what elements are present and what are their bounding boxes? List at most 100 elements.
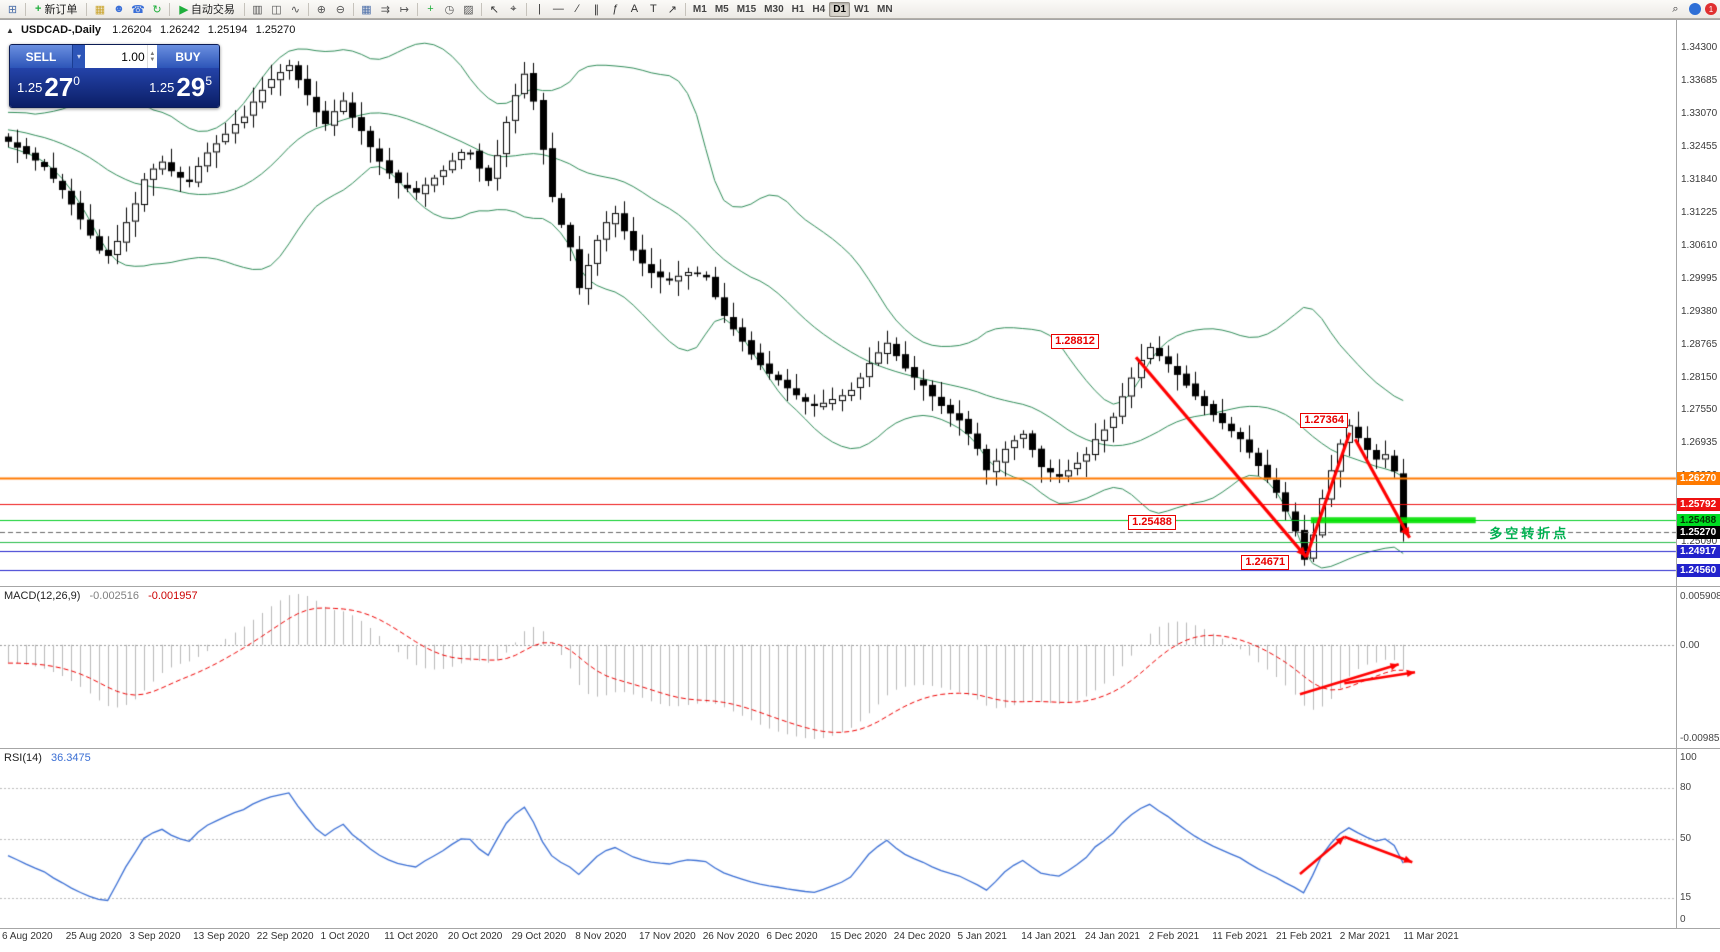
order-type-dropdown-icon[interactable]: ▾ [72,45,85,68]
timeframe-mn[interactable]: MN [877,3,893,15]
macd-panel[interactable] [0,589,1676,746]
date-label: 11 Mar 2021 [1403,931,1459,942]
date-label: 3 Sep 2020 [129,931,181,942]
date-label: 11 Oct 2020 [384,931,438,942]
annotation-price-box[interactable]: 1.27364 [1300,412,1348,428]
toolbar-separator [307,2,309,16]
macd-name: MACD(12,26,9) [4,590,81,602]
annotation-price-box[interactable]: 1.28812 [1051,334,1099,350]
timeframe-m5[interactable]: M5 [714,3,729,15]
trendline-icon[interactable]: ∕ [576,3,579,15]
date-label: 20 Oct 2020 [447,931,503,942]
bar-chart-icon[interactable]: ▥ [252,3,263,16]
tile-windows-icon[interactable]: ▦ [361,3,372,16]
sell-price-pips: 27 [44,72,74,102]
rsi-value: 36.3475 [50,752,91,764]
toolbar-separator [25,2,26,16]
toolbar-separator [352,2,354,16]
crosshair-icon[interactable]: ⌖ [510,2,517,15]
buy-price-quote[interactable]: 1.25 29 5 [149,69,212,106]
label-icon[interactable]: T [650,3,657,15]
current-price-tag: 1.25270 [1677,525,1720,539]
sell-button[interactable]: SELL [10,45,72,68]
rsi-label: RSI(14) 36.3475 [4,752,91,764]
toolbar-separator [243,2,245,16]
horizontal-line-icon[interactable]: — [552,3,564,15]
line-chart-icon[interactable]: ∿ [290,3,301,16]
date-label: 26 Nov 2020 [702,931,760,942]
sell-price-point: 0 [73,74,80,88]
volume-up-icon[interactable]: ▲ [149,50,156,57]
terminal-icon[interactable]: ⊞ [7,3,18,16]
channel-icon[interactable]: ∥ [593,3,600,16]
chart-window-icon[interactable]: ▦ [94,3,106,16]
main-chart-area[interactable] [0,20,1676,586]
community-icon[interactable] [1689,3,1701,15]
new-order-button[interactable]: + 新订单 [29,1,83,18]
date-label: 24 Dec 2020 [893,931,951,942]
buy-button[interactable]: BUY [157,45,219,68]
timeframe-h1[interactable]: H1 [791,3,805,15]
price-tag-1.24560: 1.24560 [1677,563,1720,577]
toolbar-separator [86,2,88,16]
timeframe-w1[interactable]: W1 [854,3,870,15]
vertical-line-icon[interactable]: | [537,3,541,15]
periods-icon[interactable]: ◷ [444,3,455,16]
buy-price-point: 5 [205,74,212,88]
one-click-trading-panel: SELL ▾ ▲ ▼ BUY 1.25 27 0 1.25 29 5 [9,44,220,108]
rsi-panel[interactable] [0,750,1676,927]
date-label: 11 Feb 2021 [1212,931,1268,942]
autotrading-button-icon: ▶ [179,3,188,16]
templates-icon[interactable]: ▨ [463,3,474,16]
ohlc-close: 1.25270 [255,24,296,36]
shapes-icon[interactable]: ↗ [667,3,678,16]
price-axis-label: 1.31225 [1681,206,1718,218]
zoom-out-icon[interactable]: ⊖ [335,3,346,16]
rsi-splitter[interactable] [0,748,1720,749]
macd-axis-zero: 0.00 [1680,640,1700,651]
search-icon[interactable]: ⌕ [1672,2,1679,15]
indicators-icon[interactable]: + [427,3,434,15]
autotrading-button[interactable]: ▶ 自动交易 [173,1,240,18]
cursor-icon[interactable]: ↖ [489,3,500,16]
date-label: 14 Jan 2021 [1021,931,1077,942]
date-label: 15 Dec 2020 [830,931,887,942]
timeframe-m1[interactable]: M1 [692,3,707,15]
timeframe-m15[interactable]: M15 [736,3,757,15]
timeframe-d1[interactable]: D1 [829,1,851,17]
date-label: 22 Sep 2020 [256,931,314,942]
turning-point-note[interactable]: 多空转折点 [1489,526,1570,542]
notification-badge[interactable]: 1 [1705,3,1717,15]
date-label: 13 Sep 2020 [193,931,250,942]
price-axis-label: 1.29995 [1681,272,1718,284]
sell-price-quote[interactable]: 1.25 27 0 [17,69,80,106]
rsi-axis-top: 100 [1680,752,1697,763]
buy-price-major: 1.25 [149,80,175,95]
rsi-axis-level-50: 50 [1680,833,1692,844]
profile-icon[interactable]: ☻ [113,3,125,15]
price-axis-label: 1.31840 [1681,173,1718,185]
fibonacci-icon[interactable]: ƒ [612,3,619,15]
refresh-icon[interactable]: ↻ [152,3,162,16]
phone-trading-icon[interactable]: ☎ [131,3,145,16]
volume-down-icon[interactable]: ▼ [149,56,156,63]
date-label: 6 Dec 2020 [766,931,818,942]
candlestick-chart-icon[interactable]: ◫ [271,3,282,16]
volume-field: ▲ ▼ [85,45,157,68]
zoom-in-icon[interactable]: ⊕ [316,3,327,16]
price-scale-separator [1676,20,1677,928]
trade-panel-toggle-icon[interactable]: ▲ [6,26,14,35]
annotation-price-box[interactable]: 1.25488 [1128,514,1176,530]
chart-shift-icon[interactable]: ↦ [399,3,410,16]
annotation-price-box[interactable]: 1.24671 [1241,555,1290,571]
auto-scroll-icon[interactable]: ⇉ [380,3,391,16]
volume-input[interactable] [85,45,147,68]
date-label: 17 Nov 2020 [639,931,696,942]
text-icon[interactable]: A [630,3,639,15]
timeframe-m30[interactable]: M30 [764,3,784,15]
macd-splitter[interactable] [0,586,1720,587]
macd-label: MACD(12,26,9) -0.002516 -0.001957 [4,590,198,602]
timeframe-h4[interactable]: H4 [812,3,826,15]
autotrading-button-label: 自动交易 [190,4,235,16]
